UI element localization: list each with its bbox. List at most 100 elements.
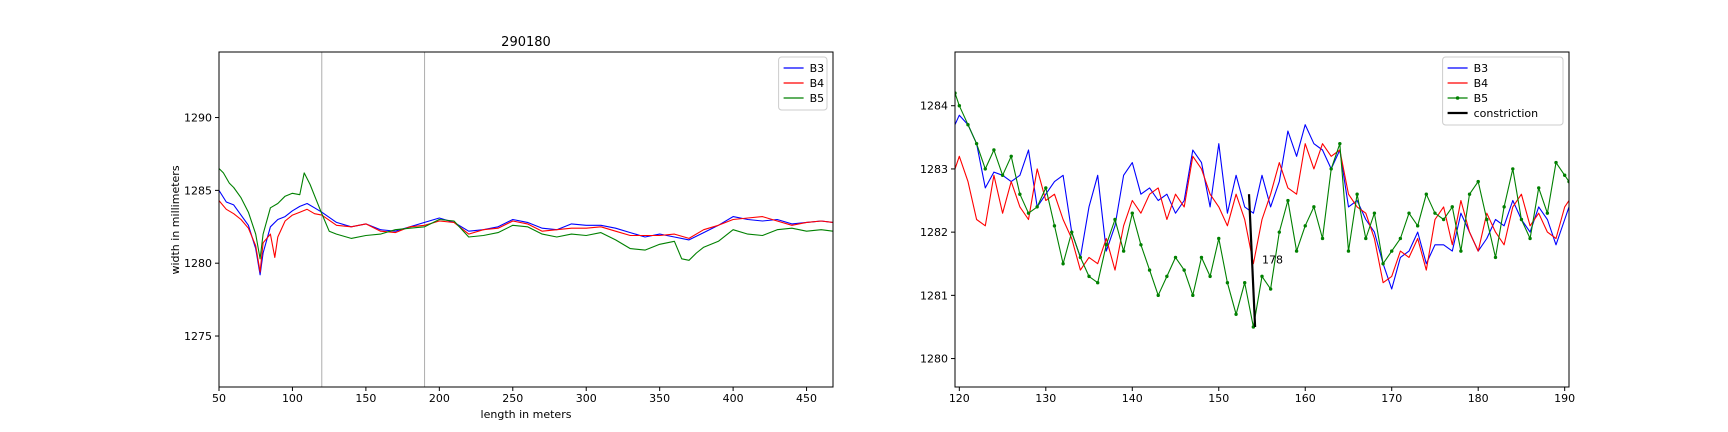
legend-label-B3: B3	[1474, 62, 1489, 75]
x-tick-label: 250	[502, 392, 523, 405]
x-tick-label: 150	[1208, 392, 1229, 405]
data-point-B5	[1320, 236, 1325, 241]
data-point-B5	[1199, 255, 1204, 260]
legend-label-constriction: constriction	[1474, 107, 1539, 120]
y-tick-label: 1283	[920, 163, 948, 176]
data-point-B5	[1476, 179, 1480, 184]
data-point-B5	[1217, 236, 1221, 241]
data-point-B5	[1407, 211, 1411, 215]
legend-label-B4: B4	[810, 77, 825, 90]
data-point-B5	[1433, 211, 1437, 215]
data-point-B5	[1277, 230, 1281, 234]
series-group	[955, 91, 1569, 329]
legend: B3 B4 B5	[778, 56, 828, 111]
data-point-B5	[974, 141, 979, 146]
data-point-B5	[1554, 160, 1558, 165]
data-point-B5	[966, 122, 970, 127]
data-point-B5	[1095, 281, 1100, 285]
right-chart: 178 120 130 140 150 160 170 180 190 1280 1281 1282 1…	[920, 51, 1575, 405]
left-chart: 290180 length in meters width in millime…	[169, 35, 834, 421]
x-tick-label: 120	[949, 392, 970, 405]
data-point-B5	[1415, 224, 1420, 228]
x-tick-label: 170	[1381, 392, 1402, 405]
data-point-B5	[1026, 211, 1031, 215]
data-point-B5	[1147, 268, 1152, 272]
data-point-B5	[1459, 249, 1463, 253]
data-point-B5	[1338, 141, 1342, 146]
data-point-B5	[1519, 217, 1524, 222]
data-point-B5	[1346, 249, 1351, 253]
x-tick-label: 450	[796, 392, 817, 405]
data-point-B5	[1243, 281, 1247, 285]
y-tick-label: 1280	[920, 353, 948, 366]
y-tick-label: 1281	[920, 289, 948, 302]
data-point-B5	[1355, 192, 1359, 196]
legend-label-B5: B5	[1474, 92, 1489, 105]
data-point-B5	[1303, 224, 1307, 228]
data-point-B5	[1528, 236, 1532, 241]
data-point-B5	[1078, 255, 1083, 260]
data-point-B5	[1441, 217, 1446, 222]
chart-title: 290180	[501, 35, 551, 50]
x-tick-label: 350	[649, 392, 670, 405]
data-point-B5	[1035, 205, 1039, 209]
x-tick-label: 150	[355, 392, 376, 405]
legend-label-B4: B4	[1474, 77, 1489, 90]
series-line-constriction	[1247, 194, 1257, 328]
data-point-B5	[1130, 211, 1134, 215]
annotation-label: 178	[1262, 254, 1283, 267]
series-line-B4	[955, 143, 1569, 284]
series-group	[219, 168, 833, 276]
data-point-B5	[1502, 205, 1506, 209]
data-point-B5	[1173, 255, 1178, 260]
data-point-B5	[1121, 249, 1126, 253]
data-point-B5	[957, 104, 962, 108]
data-point-B5	[1113, 217, 1117, 222]
x-tick-label: 50	[212, 392, 226, 405]
data-point-B5	[1104, 243, 1109, 247]
x-axis-label: length in meters	[481, 408, 572, 421]
data-point-B5	[1467, 192, 1472, 196]
data-point-B5	[1286, 198, 1290, 203]
legend-frame	[1442, 56, 1564, 126]
x-tick-label: 200	[429, 392, 450, 405]
y-axis-label: width in millimeters	[169, 165, 182, 274]
axes-frame	[954, 51, 1570, 388]
plot-area: 178 120 130 140 150 160 170 180 190 1280 1281 1282 1…	[920, 51, 1575, 405]
legend-label-B3: B3	[810, 62, 825, 75]
data-point-B5	[1424, 192, 1429, 196]
y-tick-label: 1275	[184, 330, 212, 343]
x-tick-label: 180	[1468, 392, 1489, 405]
data-point-B5	[1009, 154, 1013, 158]
x-tick-label: 300	[576, 392, 597, 405]
data-point-B5	[1087, 274, 1091, 279]
legend-marker-B5	[1455, 96, 1460, 100]
data-point-B5	[1000, 173, 1005, 177]
data-point-B5	[1364, 236, 1368, 241]
data-point-B5	[1545, 211, 1550, 215]
data-point-B5	[983, 167, 987, 171]
y-tick-label: 1280	[184, 257, 212, 270]
x-tick-label: 400	[723, 392, 744, 405]
data-point-B5	[1165, 274, 1169, 279]
data-point-B5	[1511, 167, 1515, 171]
data-point-B5	[1139, 243, 1143, 247]
data-point-B5	[1485, 217, 1489, 222]
data-point-B5	[1182, 268, 1186, 272]
data-point-B5	[1156, 293, 1160, 298]
data-point-B5	[1018, 192, 1022, 196]
data-point-B5	[1044, 186, 1048, 190]
x-tick-label: 100	[282, 392, 303, 405]
plot-area: 50 100 150 200 250 300 350 400 450 1275 1280 1285 12…	[184, 51, 834, 405]
data-point-B5	[1450, 205, 1454, 209]
x-tick-label: 190	[1554, 392, 1575, 405]
y-tick-label: 1284	[920, 100, 948, 113]
data-point-B5	[1537, 186, 1541, 190]
x-tick-label: 140	[1122, 392, 1143, 405]
x-tick-label: 160	[1295, 392, 1316, 405]
data-point-B5	[1372, 211, 1377, 215]
data-point-B5	[1191, 293, 1195, 298]
data-point-B5	[1329, 167, 1333, 171]
y-tick-label: 1290	[184, 112, 212, 125]
